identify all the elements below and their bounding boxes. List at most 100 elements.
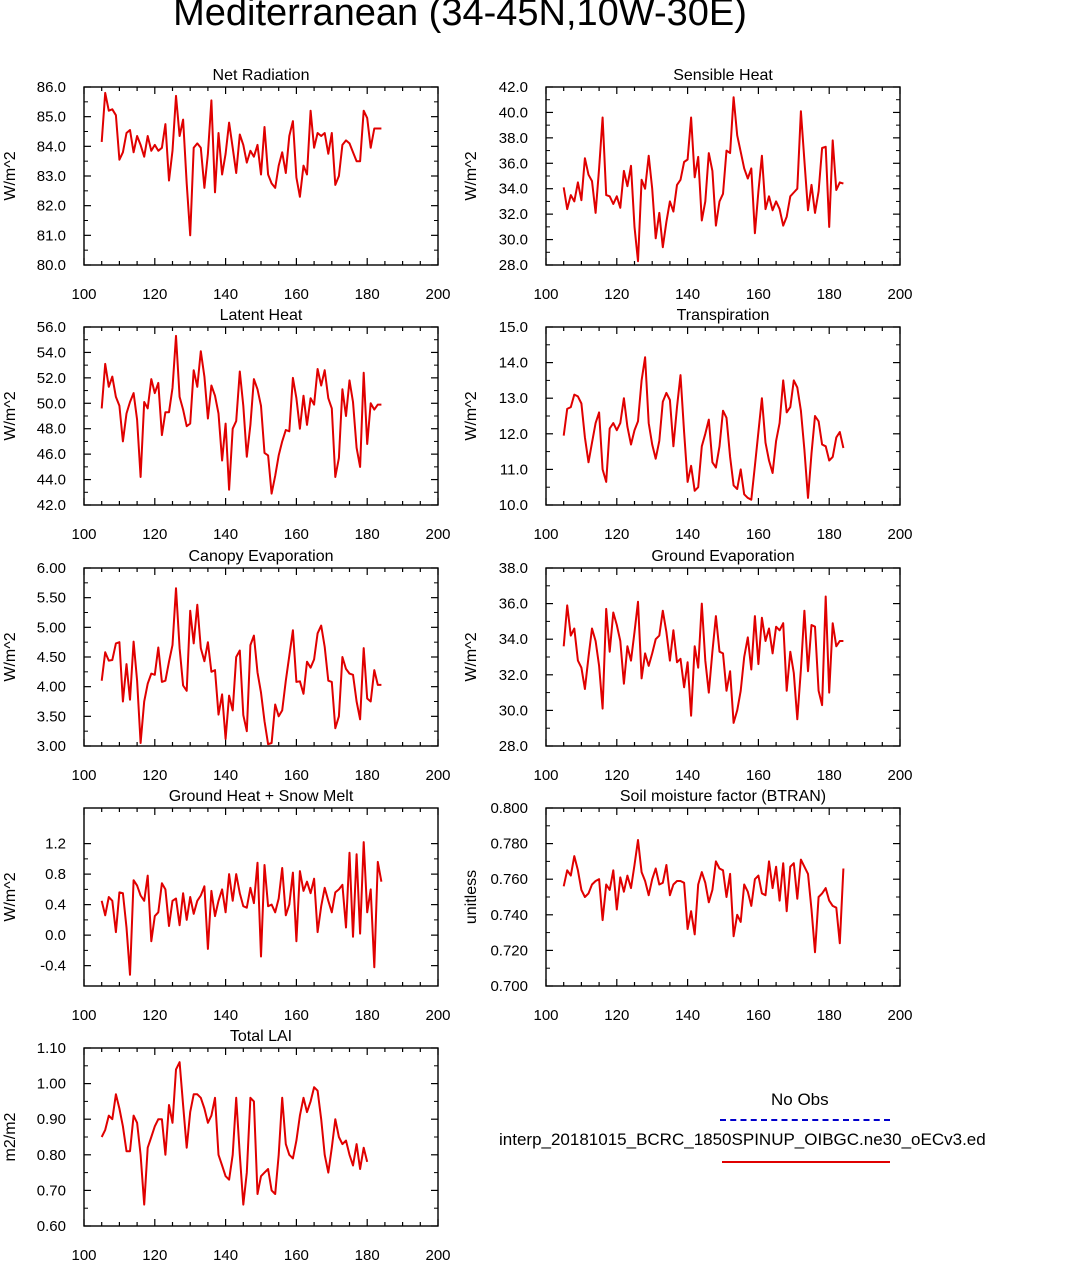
y-tick-label: 13.0 (499, 390, 528, 407)
legend-entry-no-obs: No Obs (771, 1090, 829, 1109)
x-tick-label: 200 (887, 767, 912, 784)
panel-title: Ground Evaporation (651, 548, 794, 565)
x-tick-label: 160 (284, 1007, 309, 1024)
y-tick-label: 0.800 (490, 800, 528, 817)
y-tick-label: 42.0 (37, 497, 66, 514)
x-tick-label: 160 (746, 1007, 771, 1024)
x-tick-label: 180 (817, 286, 842, 303)
y-tick-label: 1.00 (37, 1076, 66, 1093)
y-tick-label: 1.10 (37, 1040, 66, 1057)
series-line (100, 841, 383, 976)
x-tick-label: 140 (675, 286, 700, 303)
y-axis-label: W/m^2 (2, 391, 19, 440)
y-tick-label: 4.50 (37, 649, 66, 666)
y-tick-label: 40.0 (499, 104, 528, 121)
x-tick-label: 100 (533, 526, 558, 543)
x-tick-label: 140 (675, 1007, 700, 1024)
y-tick-label: 80.0 (37, 257, 66, 274)
y-axis-label: W/m^2 (463, 632, 480, 681)
x-tick-label: 160 (284, 767, 309, 784)
y-axis-label: W/m^2 (2, 151, 19, 200)
x-tick-label: 100 (533, 286, 558, 303)
plot-frame (545, 807, 901, 987)
panel-4: Transpiration 100 120 140 160 180 200 10.0 11.0 1… (463, 307, 913, 543)
series-line (562, 96, 844, 263)
x-tick-label: 120 (142, 286, 167, 303)
y-tick-label: 86.0 (37, 79, 66, 96)
panel-title: Total LAI (230, 1028, 292, 1045)
y-tick-label: 34.0 (499, 181, 528, 198)
panel-title: Canopy Evaporation (189, 548, 334, 565)
x-tick-label: 120 (604, 286, 629, 303)
y-tick-label: 48.0 (37, 421, 66, 438)
x-tick-label: 180 (355, 767, 380, 784)
y-tick-label: 34.0 (499, 631, 528, 648)
y-tick-label: 0.740 (490, 907, 528, 924)
x-tick-label: 120 (142, 1247, 167, 1261)
x-tick-label: 180 (817, 767, 842, 784)
x-tick-label: 140 (675, 767, 700, 784)
x-tick-label: 160 (746, 526, 771, 543)
y-tick-label: 0.70 (37, 1182, 66, 1199)
y-axis-label: unitless (463, 870, 480, 924)
series-line (100, 91, 382, 237)
panel-title: Net Radiation (213, 67, 310, 84)
x-tick-label: 100 (71, 526, 96, 543)
panel-title: Transpiration (677, 307, 770, 324)
y-tick-label: 83.0 (37, 168, 66, 185)
y-tick-label: -0.4 (40, 958, 66, 975)
x-tick-label: 180 (355, 1247, 380, 1261)
y-tick-label: 36.0 (499, 596, 528, 613)
x-tick-label: 100 (71, 1247, 96, 1261)
panel-1: Net Radiation 100 120 140 160 180 200 80.0 81.0 8… (2, 67, 451, 303)
y-tick-label: 38.0 (499, 130, 528, 147)
panel-6: Ground Evaporation 100 120 140 160 180 200 28.0… (463, 548, 913, 784)
y-tick-label: 14.0 (499, 355, 528, 372)
y-tick-label: 0.720 (490, 942, 528, 959)
y-tick-label: 0.0 (45, 927, 66, 944)
x-tick-label: 100 (71, 1007, 96, 1024)
x-tick-label: 100 (533, 1007, 558, 1024)
x-tick-label: 100 (71, 767, 96, 784)
series-line (562, 839, 845, 954)
panel-2: Sensible Heat 100 120 140 160 180 200 28.0 30.0 3… (463, 67, 913, 303)
x-tick-label: 180 (355, 526, 380, 543)
y-tick-label: 10.0 (499, 497, 528, 514)
y-axis-label: m2/m2 (2, 1112, 19, 1161)
panel-title: Sensible Heat (673, 67, 773, 84)
y-tick-label: 11.0 (500, 461, 528, 478)
y-tick-label: 38.0 (499, 560, 528, 577)
panel-7: Ground Heat + Snow Melt 100 120 140 160 180 20… (2, 788, 451, 1024)
x-tick-label: 200 (425, 767, 450, 784)
x-tick-label: 120 (142, 526, 167, 543)
x-tick-label: 160 (284, 286, 309, 303)
x-tick-label: 200 (425, 526, 450, 543)
x-tick-label: 120 (604, 767, 629, 784)
y-tick-label: 0.4 (45, 897, 66, 914)
x-tick-label: 200 (425, 286, 450, 303)
y-tick-label: 0.80 (37, 1147, 66, 1164)
x-tick-label: 140 (213, 526, 238, 543)
legend-line-no-obs (720, 1119, 890, 1121)
y-tick-label: 81.0 (37, 227, 66, 244)
panel-9: Total LAI 100 120 140 160 180 200 0.60 0.70 0.80 0… (2, 1028, 451, 1261)
x-tick-label: 120 (604, 1007, 629, 1024)
x-tick-label: 200 (887, 1007, 912, 1024)
x-tick-label: 120 (604, 526, 629, 543)
x-tick-label: 200 (887, 526, 912, 543)
x-tick-label: 180 (355, 286, 380, 303)
y-tick-label: 0.780 (490, 836, 528, 853)
panel-title: Soil moisture factor (BTRAN) (620, 788, 826, 805)
y-tick-label: 56.0 (37, 319, 66, 336)
x-tick-label: 120 (142, 1007, 167, 1024)
y-axis-label: W/m^2 (2, 632, 19, 681)
y-tick-label: 15.0 (499, 319, 528, 336)
x-tick-label: 160 (284, 526, 309, 543)
y-tick-label: 5.00 (37, 619, 66, 636)
y-tick-label: 32.0 (499, 206, 528, 223)
x-tick-label: 180 (817, 1007, 842, 1024)
legend-line-case (722, 1161, 890, 1163)
y-tick-label: 5.50 (37, 590, 66, 607)
y-tick-label: 3.00 (37, 738, 66, 755)
x-tick-label: 200 (425, 1007, 450, 1024)
